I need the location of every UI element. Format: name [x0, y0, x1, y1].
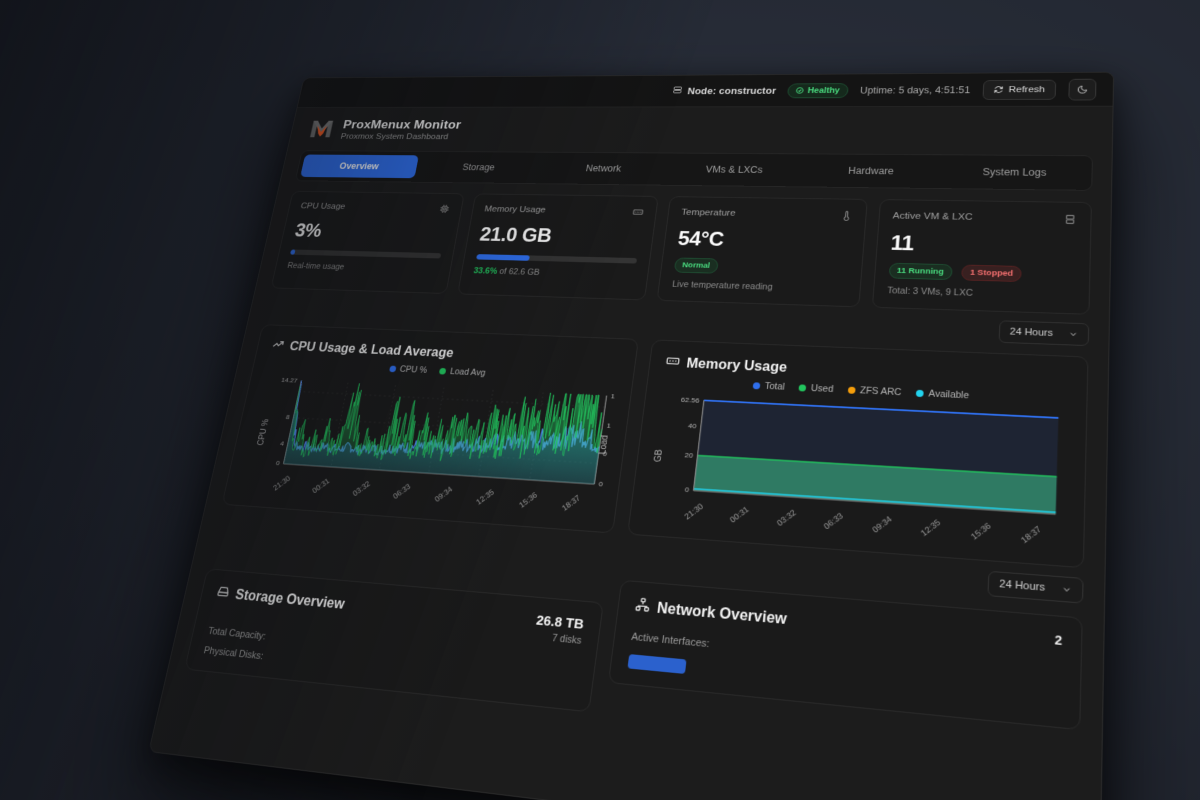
legend-load-avg: Load Avg	[439, 366, 486, 378]
cpu-progress-bar	[289, 249, 441, 259]
panel-cpu-load-chart: CPU Usage & Load Average CPU % Load Avg …	[221, 324, 639, 534]
cpu-chart-y2label: Load	[597, 434, 610, 455]
app-header: ProxMenux Monitor Proxmox System Dashboa…	[289, 107, 1113, 150]
refresh-label: Refresh	[1008, 84, 1046, 95]
health-label: Healthy	[807, 85, 841, 95]
server-icon	[672, 86, 683, 97]
memory-progress-bar	[475, 254, 638, 264]
cpu-ytick-0: 0	[275, 461, 280, 468]
storage-title: Storage Overview	[233, 587, 346, 612]
legend-cpu-pct: CPU %	[389, 364, 428, 375]
charts-row: CPU Usage & Load Average CPU % Load Avg …	[206, 315, 1108, 570]
uptime-label: Uptime: 5 days, 4:51:51	[859, 84, 971, 96]
cpu-chart-plot: CPU % Load	[239, 372, 626, 517]
legend-total: Total	[752, 381, 785, 392]
memory-percent: 33.6%	[472, 266, 498, 277]
cpu-chart-svg: 14.27 8 4 0 1.94 1 0.5 0	[275, 378, 625, 489]
page-title: ProxMenux Monitor	[341, 117, 463, 132]
load-ytick-max: 1.94	[610, 394, 616, 401]
temperature-card-footer: Live temperature reading	[671, 279, 774, 293]
card-temperature[interactable]: Temperature 54°C Normal Live temperature…	[656, 196, 868, 308]
network-title: Network Overview	[656, 600, 788, 628]
time-range-value-2: 24 Hours	[999, 578, 1046, 594]
cpu-chip-icon	[438, 204, 450, 217]
network-icon	[634, 597, 651, 618]
card-active-vm-lxc[interactable]: Active VM & LXC 11 11 Running 1 Stopped …	[871, 199, 1092, 315]
network-interface-count: 2	[1054, 632, 1063, 649]
storage-summary: 26.8 TB 7 disks	[533, 613, 585, 647]
legend-available: Available	[916, 388, 969, 401]
status-badge-healthy: Healthy	[786, 82, 849, 98]
network-title-row: Network Overview	[634, 597, 788, 630]
refresh-icon	[993, 85, 1003, 93]
legend-zfs-arc: ZFS ARC	[847, 385, 902, 398]
tab-system-logs[interactable]: System Logs	[982, 166, 1047, 179]
tab-overview[interactable]: Overview	[300, 154, 419, 179]
memory-chart-title: Memory Usage	[685, 356, 788, 375]
cpu-ytick-max: 14.27	[281, 378, 299, 385]
mem-ytick-40: 40	[688, 423, 698, 430]
page-subtitle: Proxmox System Dashboard	[339, 132, 449, 141]
cpu-ytick-8: 8	[285, 415, 290, 421]
vm-stopped-badge: 1 Stopped	[961, 264, 1022, 282]
cpu-ytick-4: 4	[280, 441, 285, 447]
tab-vms-lxcs[interactable]: VMs & LXCs	[705, 164, 764, 176]
proxmenux-m-logo-icon	[307, 117, 336, 140]
memory-chart-svg: 62.56 40 20 0	[680, 392, 1068, 532]
moon-icon	[1077, 85, 1088, 94]
panel-memory-chart: Memory Usage Total Used ZFS ARC Availabl…	[627, 339, 1089, 569]
server-rack-icon	[1064, 214, 1077, 229]
tab-storage[interactable]: Storage	[461, 162, 496, 173]
load-ytick-0: 0	[598, 481, 604, 488]
time-range-select[interactable]: 24 Hours	[998, 320, 1090, 347]
trending-up-icon	[270, 338, 286, 355]
load-ytick-1: 1	[606, 423, 611, 430]
memory-icon	[665, 354, 681, 372]
memory-chart-plot: GB	[646, 392, 1068, 551]
hard-drive-icon	[215, 584, 232, 603]
memory-card-label: Memory Usage	[483, 204, 547, 215]
tab-network[interactable]: Network	[585, 163, 622, 174]
chevron-down-icon	[1068, 330, 1078, 339]
card-memory-usage[interactable]: Memory Usage 21.0 GB 33.6% of 62.6 GB	[456, 193, 659, 301]
vm-total-label: Total: 3 VMs, 9 LXC	[886, 285, 974, 299]
dashboard-window: Node: constructor Healthy Uptime: 5 days…	[148, 71, 1115, 800]
mem-ytick-max: 62.56	[680, 397, 700, 404]
tab-hardware[interactable]: Hardware	[847, 165, 895, 177]
temperature-card-label: Temperature	[680, 207, 736, 219]
temperature-status-badge: Normal	[673, 257, 719, 274]
memory-total: of 62.6 GB	[498, 266, 541, 278]
cpu-chart-title: CPU Usage & Load Average	[288, 339, 455, 360]
mem-ytick-20: 20	[684, 453, 694, 460]
check-circle-icon	[796, 87, 804, 94]
memory-chart-ylabel: GB	[653, 448, 665, 462]
memory-usage-value: 21.0 GB	[478, 224, 553, 247]
chevron-down-icon	[1061, 584, 1072, 595]
theme-toggle-button[interactable]	[1068, 78, 1097, 101]
legend-used: Used	[798, 383, 834, 395]
cpu-usage-value: 3%	[293, 220, 324, 242]
storage-capacity-value: 26.8 TB	[535, 612, 585, 633]
panel-network-overview: Network Overview 2 Active Interfaces:	[607, 579, 1083, 731]
cpu-card-footer: Real-time usage	[286, 261, 346, 272]
refresh-button[interactable]: Refresh	[982, 79, 1057, 100]
vm-card-label: Active VM & LXC	[892, 211, 973, 223]
cpu-card-label: CPU Usage	[299, 201, 347, 212]
panel-storage-overview: Storage Overview 26.8 TB 7 disks Total C…	[184, 568, 604, 713]
card-cpu-usage[interactable]: CPU Usage 3% Real-time usage	[270, 190, 465, 294]
memory-stick-icon	[632, 207, 645, 221]
vm-running-badge: 11 Running	[888, 262, 953, 281]
memory-card-footer: 33.6% of 62.6 GB	[473, 266, 636, 280]
storage-title-row: Storage Overview	[215, 584, 346, 614]
storage-disks-count: 7 disks	[551, 632, 583, 647]
node-label: Node: constructor	[686, 85, 777, 96]
mem-ytick-0: 0	[684, 487, 690, 494]
time-range-value: 24 Hours	[1009, 326, 1054, 339]
node-info: Node: constructor	[672, 85, 777, 96]
thermometer-icon	[840, 210, 853, 224]
network-interface-chip[interactable]	[627, 654, 687, 674]
top-status-bar: Node: constructor Healthy Uptime: 5 days…	[297, 72, 1114, 108]
